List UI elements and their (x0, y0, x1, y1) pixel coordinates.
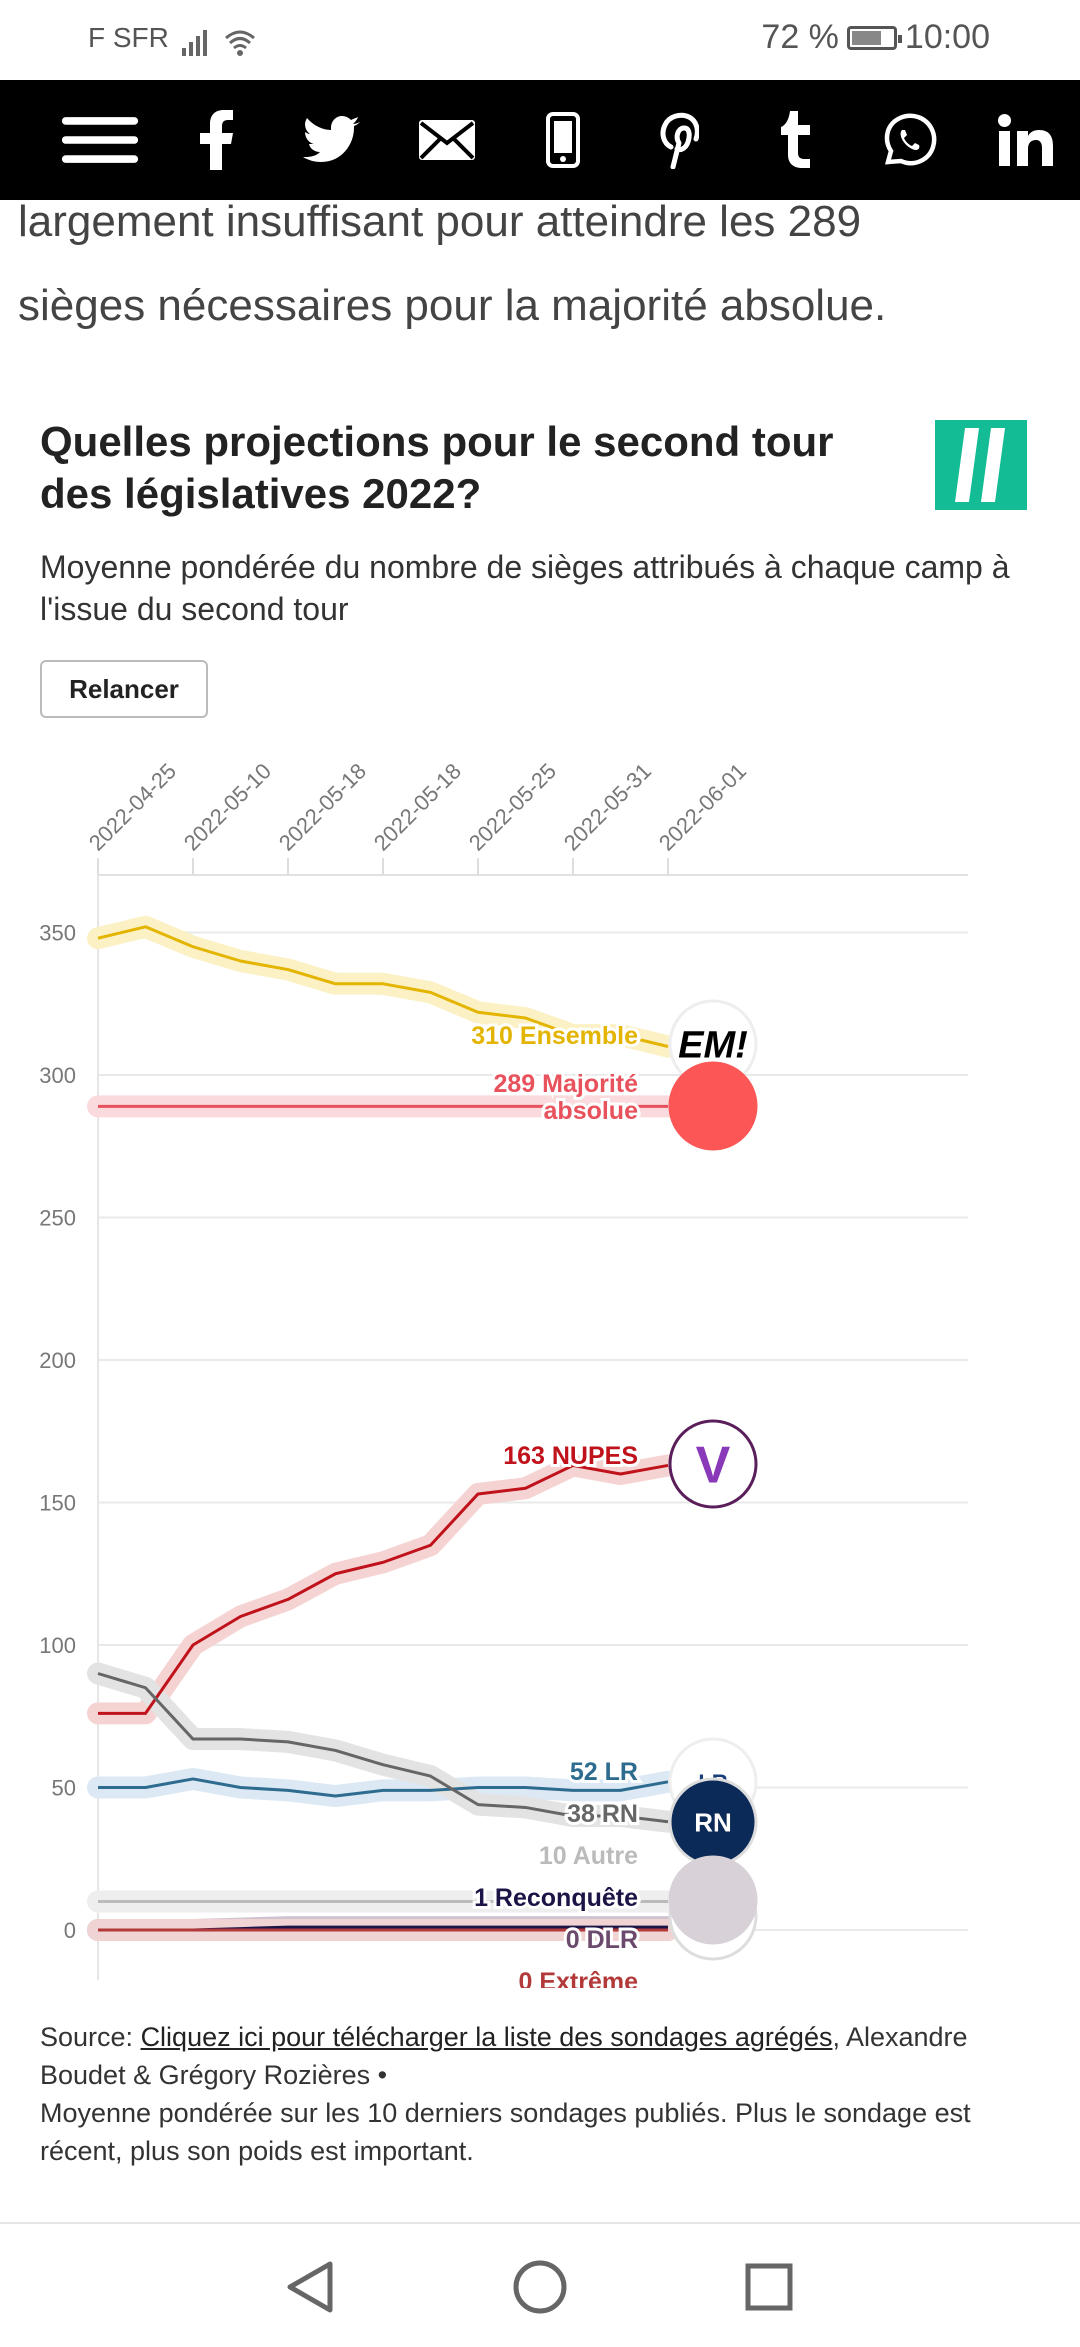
marker-text: EM! (678, 1025, 748, 1067)
relancer-button[interactable]: Relancer (40, 660, 208, 718)
end-label-reconquête: 1 Reconquête (474, 1884, 638, 1912)
source-note: Moyenne pondérée sur les 10 derniers son… (40, 2098, 971, 2166)
end-label-line2: absolue (544, 1097, 639, 1125)
pinterest-icon[interactable] (639, 100, 719, 180)
marker-circle (668, 1419, 758, 1509)
carrier-label: F SFR (88, 22, 169, 53)
marker-text: V (696, 1437, 731, 1495)
status-right: 72 % 10:00 (761, 18, 990, 57)
recents-icon[interactable] (745, 2263, 793, 2311)
home-icon[interactable] (513, 2260, 567, 2314)
battery-icon (846, 25, 902, 50)
x-tick-label: 2022-04-25 (84, 758, 181, 855)
y-tick-label: 350 (39, 921, 76, 946)
y-tick-label: 0 (64, 1918, 76, 1943)
marker-rn-icon: RN (668, 1777, 758, 1867)
marker-text: RN (694, 1807, 732, 1837)
end-label-autre: 10 Autre (539, 1842, 638, 1870)
y-tick-label: 150 (39, 1491, 76, 1516)
article-text: largement insuffisant pour atteindre les… (18, 180, 1058, 348)
y-tick-label: 50 (52, 1776, 76, 1801)
whatsapp-icon[interactable] (870, 100, 950, 180)
end-label-rn: 38 RN (567, 1800, 638, 1828)
tumblr-icon[interactable] (755, 100, 835, 180)
article-line-2: sièges nécessaires pour la majorité abso… (18, 281, 887, 330)
chart: 0501001502002503003502022-04-252022-05-1… (39, 758, 968, 1990)
end-label-nupes: 163 NUPES (503, 1442, 638, 1470)
y-tick-label: 100 (39, 1633, 76, 1658)
source-prefix: Source: (40, 2022, 141, 2052)
y-tick-label: 300 (39, 1063, 76, 1088)
twitter-icon[interactable] (292, 100, 372, 180)
x-tick-label: 2022-05-18 (274, 758, 371, 855)
x-tick-label: 2022-06-01 (654, 758, 751, 855)
chart-subtitle: Moyenne pondérée du nombre de sièges att… (40, 549, 1010, 627)
marker-circle (668, 1855, 758, 1945)
signal-wifi-icons (180, 24, 262, 63)
end-label-majorité-absolue: 289 Majorité (493, 1070, 638, 1098)
marker-autre-icon (668, 1855, 758, 1945)
end-label-extrême: 0 Extrême (518, 1968, 638, 1990)
clock: 10:00 (904, 18, 990, 56)
linkedin-icon[interactable] (986, 100, 1066, 180)
source-block: Source: Cliquez ici pour télécharger la … (40, 2018, 1050, 2170)
series-line-lr (98, 1777, 669, 1798)
x-tick-label: 2022-05-10 (179, 758, 276, 855)
marker-nupes-icon: V (668, 1419, 758, 1509)
menu-icon[interactable] (60, 100, 140, 180)
end-label-ensemble: 310 Ensemble (471, 1022, 638, 1050)
y-tick-label: 200 (39, 1348, 76, 1373)
end-label-dlr: 0 DLR (566, 1926, 638, 1954)
marker-majorité-absolue-icon (668, 1061, 758, 1151)
battery-percent: 72 % (761, 18, 839, 56)
source-download-link[interactable]: Cliquez ici pour télécharger la liste de… (140, 2022, 833, 2052)
android-nav-bar (0, 2222, 1080, 2342)
article-line-1: largement insuffisant pour atteindre les… (18, 197, 862, 246)
x-tick-label: 2022-05-18 (369, 758, 466, 855)
series-line-rn (97, 1672, 669, 1824)
huffpost-logo-icon (935, 420, 1027, 510)
facebook-icon[interactable] (176, 100, 256, 180)
series-line-nupes (98, 1463, 669, 1715)
series-line-ensemble (97, 925, 669, 1048)
share-bar (0, 80, 1080, 200)
y-tick-label: 250 (39, 1206, 76, 1231)
marker-circle (668, 1061, 758, 1151)
mail-icon[interactable] (407, 100, 487, 180)
x-tick-label: 2022-05-31 (559, 758, 656, 855)
mobile-icon[interactable] (523, 100, 603, 180)
chart-title: Quelles projections pour le second tour … (40, 418, 834, 517)
back-icon[interactable] (287, 2261, 333, 2313)
end-label-lr: 52 LR (570, 1758, 638, 1786)
source-authors: , Alexandre Boudet & Grégory Rozières • (40, 2022, 968, 2090)
status-bar: F SFR 72 % 10:00 (0, 0, 1080, 80)
x-tick-label: 2022-05-25 (464, 758, 561, 855)
